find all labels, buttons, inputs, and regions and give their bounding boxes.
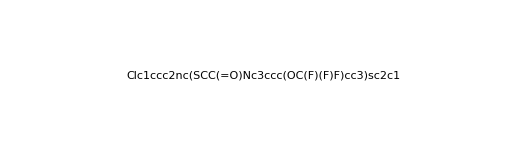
Text: Clc1ccc2nc(SCC(=O)Nc3ccc(OC(F)(F)F)cc3)sc2c1: Clc1ccc2nc(SCC(=O)Nc3ccc(OC(F)(F)F)cc3)s… (126, 71, 400, 81)
